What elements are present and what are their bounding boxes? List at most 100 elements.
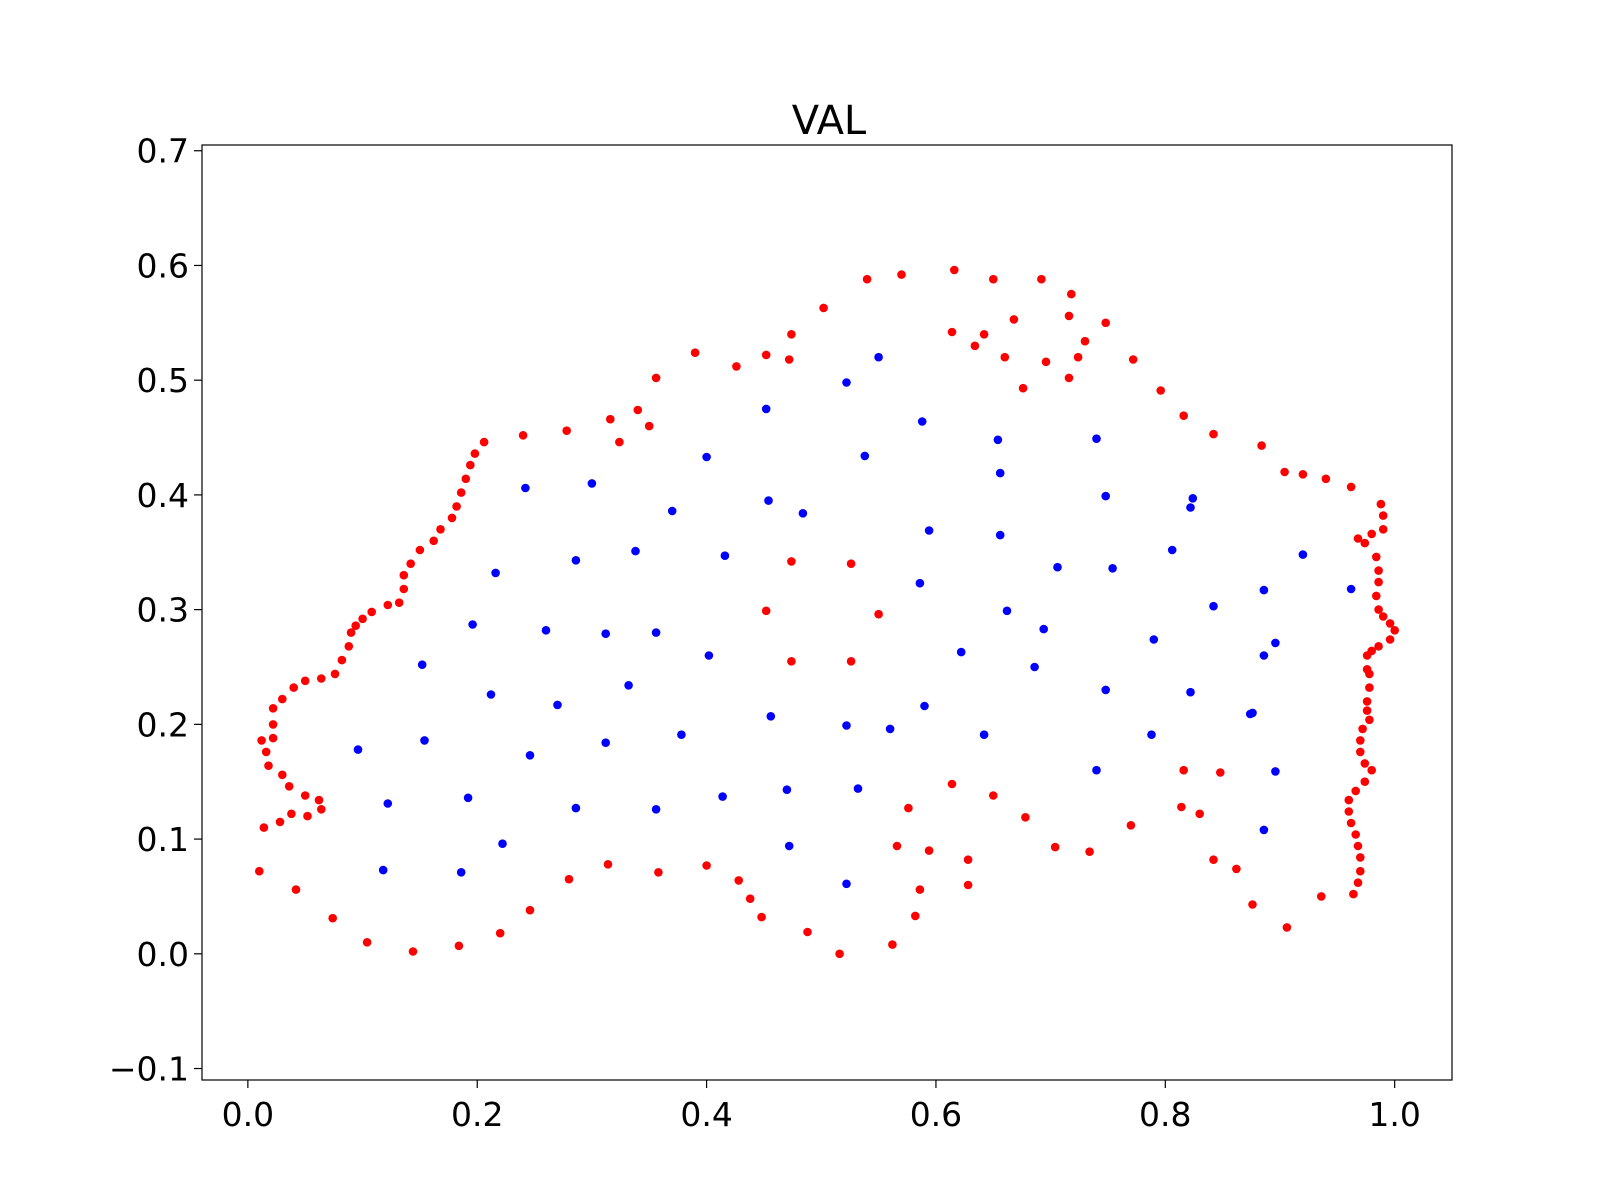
data-point <box>1390 626 1399 635</box>
data-point <box>1365 715 1374 725</box>
data-point <box>1349 889 1358 899</box>
data-point <box>603 860 613 869</box>
data-point <box>956 647 966 657</box>
data-point <box>606 414 615 424</box>
data-point <box>1358 724 1367 734</box>
data-point <box>406 559 416 568</box>
data-point <box>947 779 957 789</box>
data-point <box>1351 786 1360 796</box>
data-point <box>1179 411 1188 421</box>
data-point <box>1092 765 1101 775</box>
chart-title: VAL <box>792 98 867 144</box>
data-point <box>704 651 714 660</box>
data-point <box>383 600 393 610</box>
data-point <box>803 927 812 937</box>
data-point <box>1362 697 1372 706</box>
data-point <box>979 730 989 739</box>
data-point <box>420 736 429 745</box>
data-point <box>1002 606 1012 616</box>
data-point <box>525 905 535 915</box>
data-point <box>787 330 796 339</box>
data-point <box>470 449 480 458</box>
data-point <box>317 674 326 683</box>
data-point <box>1365 683 1374 692</box>
data-point <box>1177 802 1186 812</box>
data-point <box>353 745 363 754</box>
data-point <box>601 738 610 747</box>
data-point <box>874 609 883 619</box>
data-point <box>1064 373 1074 383</box>
data-point <box>1351 830 1360 839</box>
data-point <box>330 669 340 679</box>
data-point <box>1271 638 1280 648</box>
data-point <box>782 785 792 794</box>
data-point <box>1344 795 1354 805</box>
data-point <box>963 880 973 890</box>
data-point <box>1248 708 1257 718</box>
data-point <box>571 556 581 565</box>
data-point <box>963 855 973 864</box>
data-point <box>1209 855 1218 864</box>
y-tick-label: 0.5 <box>137 361 189 400</box>
data-point <box>1385 635 1395 644</box>
data-point <box>447 513 457 523</box>
y-tick-label: 0.6 <box>137 246 189 285</box>
data-point <box>1179 765 1188 775</box>
data-point <box>1378 525 1388 534</box>
data-point <box>337 655 347 665</box>
data-point <box>394 598 404 607</box>
data-point <box>1128 355 1138 364</box>
data-point <box>491 568 500 578</box>
data-point <box>268 704 278 713</box>
data-point <box>1021 813 1030 822</box>
data-point <box>1360 538 1370 548</box>
data-point <box>498 839 507 848</box>
data-point <box>408 947 418 956</box>
data-point <box>1374 566 1383 575</box>
data-point <box>1073 352 1083 362</box>
data-point <box>456 868 466 877</box>
data-point <box>924 846 934 855</box>
data-point <box>1108 564 1117 573</box>
data-point <box>1346 818 1356 828</box>
data-point <box>429 536 439 546</box>
data-point <box>1064 311 1074 321</box>
data-point <box>995 530 1005 540</box>
y-tick-label: 0.4 <box>137 476 189 515</box>
data-point <box>915 885 925 894</box>
data-point <box>690 348 700 358</box>
data-point <box>287 809 296 819</box>
data-point <box>344 642 354 651</box>
data-point <box>1085 847 1094 856</box>
data-point <box>1248 900 1257 909</box>
data-point <box>1365 669 1374 679</box>
data-point <box>846 559 856 568</box>
data-point <box>761 404 771 414</box>
data-point <box>362 938 372 947</box>
data-point <box>835 949 844 959</box>
data-point <box>486 690 496 699</box>
x-axis: 0.0 0.2 0.4 0.6 0.8 1.0 <box>222 1080 1421 1134</box>
data-point <box>351 621 361 630</box>
data-point <box>1372 552 1381 562</box>
data-point <box>1321 474 1331 484</box>
data-point <box>275 817 285 827</box>
data-point <box>924 526 934 535</box>
data-point <box>259 823 269 832</box>
data-point <box>562 426 571 436</box>
data-point <box>495 928 505 938</box>
data-point <box>300 676 310 686</box>
data-point <box>1374 642 1383 651</box>
data-point <box>874 352 883 362</box>
data-point <box>1362 706 1372 715</box>
data-point <box>383 799 393 808</box>
data-point <box>979 330 989 339</box>
data-point <box>378 865 388 875</box>
data-point <box>920 701 929 711</box>
data-point <box>268 733 278 743</box>
y-tick-label: −0.1 <box>109 1050 189 1089</box>
data-point <box>702 452 711 462</box>
data-point <box>1374 605 1383 614</box>
data-point <box>1000 352 1010 362</box>
data-point <box>303 811 312 821</box>
